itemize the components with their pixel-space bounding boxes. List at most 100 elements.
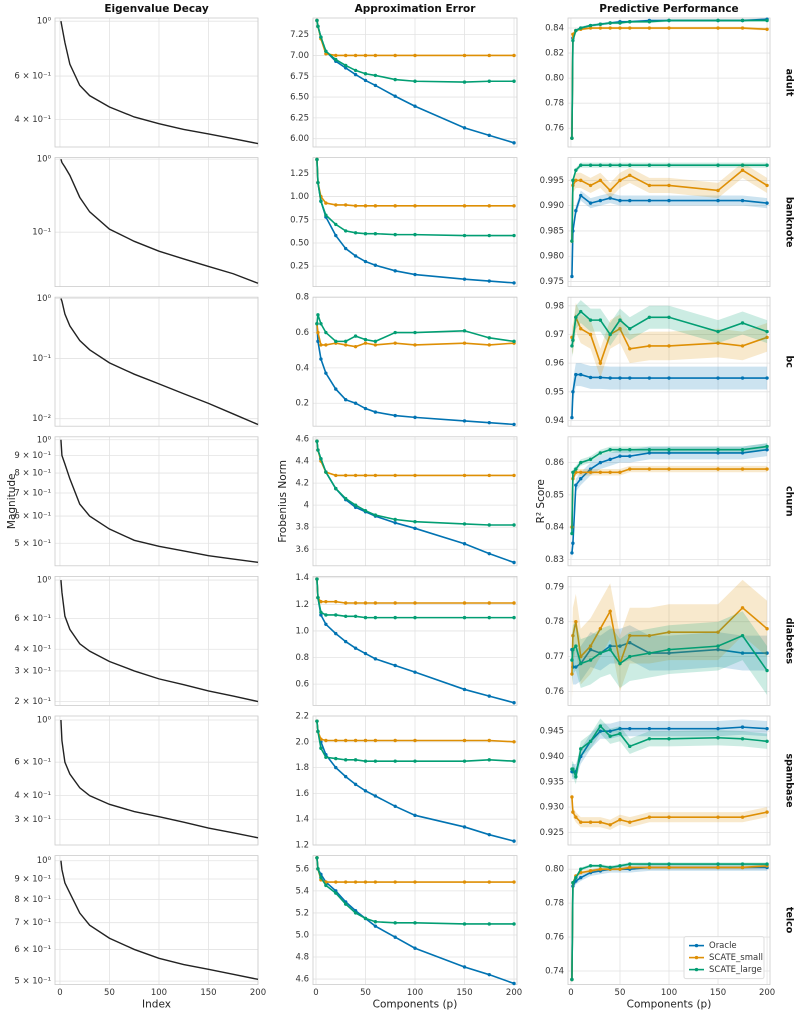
point xyxy=(588,467,593,471)
y-tick-label: 0.6 xyxy=(295,328,309,338)
panel xyxy=(55,716,258,845)
y-tick-label: 10⁰ xyxy=(37,856,52,866)
point xyxy=(628,820,632,824)
point xyxy=(363,508,368,513)
point xyxy=(647,865,652,870)
point xyxy=(413,53,417,58)
point xyxy=(628,198,632,203)
point xyxy=(667,726,671,731)
point xyxy=(740,26,745,30)
point xyxy=(353,254,358,258)
point xyxy=(618,818,622,822)
point xyxy=(334,339,338,344)
y-tick-label: 4 × 10⁻¹ xyxy=(14,791,51,801)
point xyxy=(667,862,671,866)
point xyxy=(598,375,603,380)
point xyxy=(570,531,574,536)
point xyxy=(628,376,632,380)
point xyxy=(373,794,378,798)
point xyxy=(716,198,720,203)
y-tick-label: 10⁻¹ xyxy=(32,228,51,238)
point xyxy=(393,804,397,808)
point xyxy=(579,820,583,824)
x-tick-label: 150 xyxy=(710,988,726,998)
point xyxy=(588,869,593,873)
point xyxy=(393,517,397,522)
point xyxy=(716,467,720,471)
point xyxy=(588,332,593,337)
point xyxy=(628,20,632,24)
point xyxy=(487,204,491,208)
point xyxy=(363,789,368,793)
point xyxy=(571,633,575,638)
point xyxy=(324,201,328,205)
point xyxy=(598,651,603,655)
y-tick-label: 5 × 10⁻¹ xyxy=(14,539,51,549)
series-line xyxy=(571,634,768,671)
point xyxy=(716,862,720,866)
point xyxy=(324,470,328,474)
point xyxy=(316,313,320,317)
point xyxy=(334,203,338,207)
point xyxy=(512,981,516,986)
point xyxy=(363,337,368,342)
point xyxy=(628,454,632,458)
point xyxy=(598,361,603,365)
point xyxy=(343,738,348,743)
point xyxy=(462,341,467,345)
point xyxy=(353,53,358,58)
point xyxy=(579,372,583,377)
error-band xyxy=(571,579,768,702)
point xyxy=(487,79,491,83)
point xyxy=(319,457,323,461)
y-tick-label: 0.4 xyxy=(295,363,309,373)
point xyxy=(740,865,745,870)
series-line xyxy=(571,724,768,780)
point xyxy=(334,613,338,617)
y-tick-label: 9 × 10⁻¹ xyxy=(14,875,51,885)
point xyxy=(667,448,671,452)
point xyxy=(363,473,368,478)
row-label: banknote xyxy=(784,197,795,248)
point xyxy=(618,732,622,736)
point xyxy=(628,640,632,645)
point xyxy=(413,615,417,620)
point xyxy=(315,856,319,860)
point xyxy=(570,344,574,348)
point xyxy=(628,467,632,471)
point xyxy=(579,477,583,481)
panel-border xyxy=(567,296,771,427)
point xyxy=(628,163,632,167)
point xyxy=(373,83,378,88)
x-tick-label: 100 xyxy=(407,988,423,998)
point xyxy=(353,758,358,762)
point xyxy=(740,737,745,741)
panel-border xyxy=(312,296,518,427)
point xyxy=(608,196,612,200)
point xyxy=(608,470,612,474)
point xyxy=(628,448,632,452)
point xyxy=(353,614,358,618)
point xyxy=(334,486,338,491)
point xyxy=(487,343,491,347)
point xyxy=(588,375,593,380)
point xyxy=(324,213,328,217)
point xyxy=(765,27,769,31)
point xyxy=(393,521,397,525)
point xyxy=(319,746,323,750)
point xyxy=(765,163,769,167)
point xyxy=(598,820,603,824)
point xyxy=(353,204,358,208)
point xyxy=(462,615,467,620)
point xyxy=(574,483,578,487)
point xyxy=(353,231,358,235)
point xyxy=(588,644,593,648)
point xyxy=(570,795,574,799)
y-tick-label: 1.8 xyxy=(295,763,309,773)
point xyxy=(487,832,491,837)
point xyxy=(353,344,358,349)
point xyxy=(393,935,397,939)
point xyxy=(487,615,491,620)
column-title: Approximation Error xyxy=(355,3,477,15)
y-tick-label: 1.4 xyxy=(295,573,309,583)
